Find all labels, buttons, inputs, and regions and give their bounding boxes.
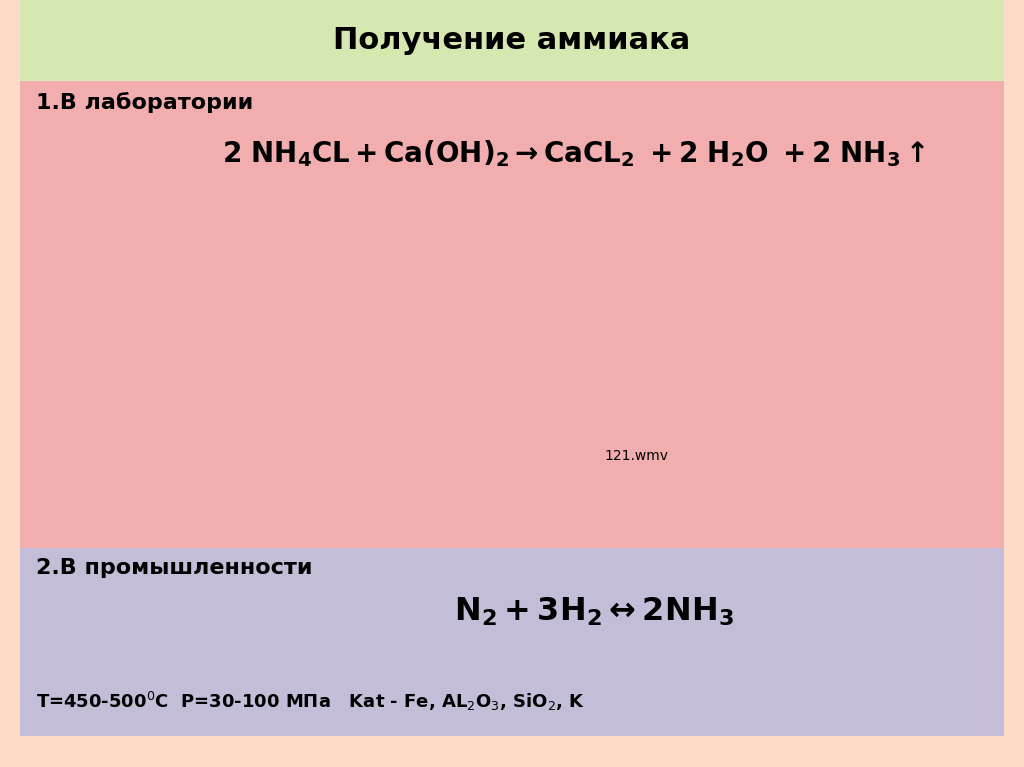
Bar [76,502,155,519]
Polygon shape [88,398,100,422]
Text: $\bf{2\ NH_4CL + Ca(OH)_2 \rightarrow CaCL_2\ +2\ H_2O\ +2\ NH_3\uparrow}$: $\bf{2\ NH_4CL + Ca(OH)_2 \rightarrow Ca… [221,138,926,169]
Bar [629,363,643,382]
Bar [613,363,628,382]
Polygon shape [642,342,656,363]
Bar [67,472,121,486]
Text: 21: 21 [630,394,640,400]
Text: Получение аммиака: Получение аммиака [334,26,690,54]
Text: T=450-500$^0$C  P=30-100 МПа   Kat - Fe, AL$_2$O$_3$, SiO$_2$, K: T=450-500$^0$C P=30-100 МПа Kat - Fe, AL… [36,690,585,713]
Bar [200,502,279,519]
Text: 2.В промышленности: 2.В промышленности [36,558,312,578]
Ellipse shape [67,439,121,479]
Text: Вата: Вата [175,215,200,225]
Text: $\bf{N_2 + 3H_2 \leftrightarrow 2NH_3}$: $\bf{N_2 + 3H_2 \leftrightarrow 2NH_3}$ [454,595,734,628]
FancyArrow shape [61,378,167,405]
Text: 121.wmv: 121.wmv [605,449,669,463]
Ellipse shape [46,371,76,412]
Bar [212,304,260,331]
Text: NH₄Cl: NH₄Cl [32,329,59,339]
Bar [606,342,656,427]
Polygon shape [91,391,97,418]
Bar [613,387,628,407]
Text: Ca(OH)₂: Ca(OH)₂ [78,329,117,339]
Text: 1.В лаборатории: 1.В лаборатории [36,92,253,113]
